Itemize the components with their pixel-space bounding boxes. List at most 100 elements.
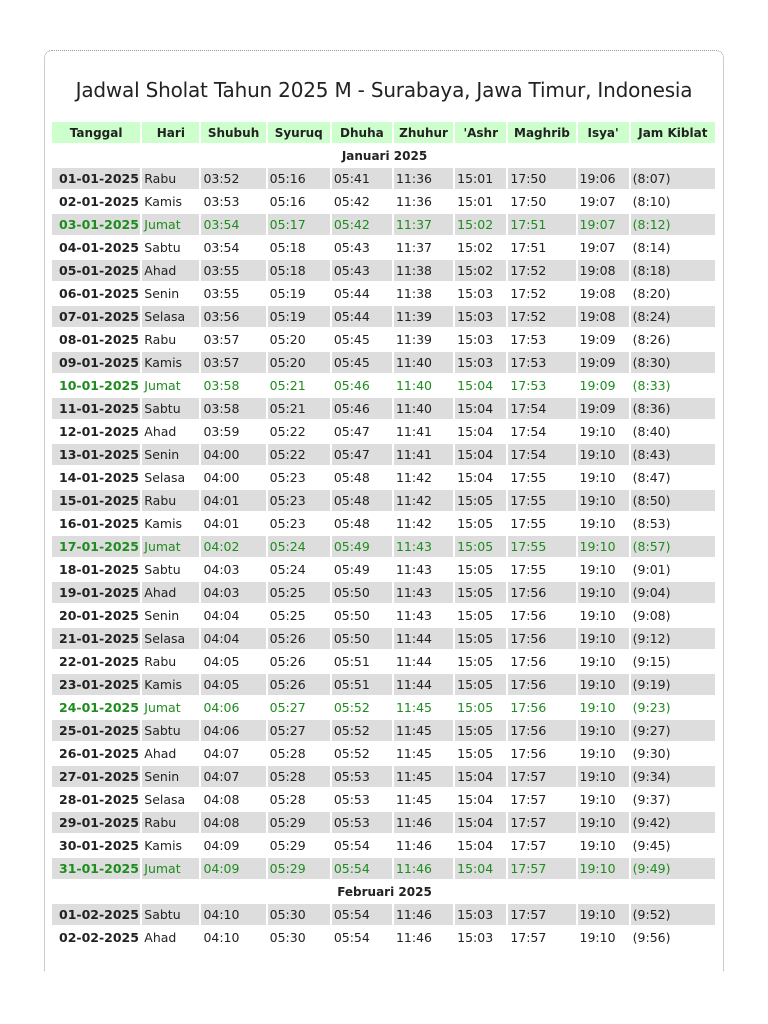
cell-maghrib: 17:50 <box>508 168 576 189</box>
table-row: 15-01-2025 Rabu 04:01 05:23 05:48 11:42 15:05 1… <box>52 490 715 511</box>
table-row: 05-01-2025 Ahad 03:55 05:18 05:43 11:38 15:02 1… <box>52 260 715 281</box>
cell-shubuh: 04:05 <box>203 654 240 669</box>
cell-jam-kiblat: (9:52) <box>630 904 715 925</box>
cell-maghrib: 17:51 <box>508 214 576 235</box>
cell-dhuha: 05:54 <box>333 930 370 945</box>
cell-jam-kiblat: (8:18) <box>630 260 715 281</box>
cell-shubuh: 04:08 <box>201 812 266 833</box>
cell-jam-kiblat: (9:45) <box>632 838 671 853</box>
cell-zhuhur: 11:46 <box>395 838 433 853</box>
cell-tanggal: 21-01-2025 <box>52 628 141 649</box>
cell-maghrib: 17:56 <box>510 608 547 623</box>
cell-isya: 19:07 <box>577 214 629 235</box>
cell-dhuha: 05:53 <box>333 792 370 807</box>
cell-ashr: 15:03 <box>455 306 507 327</box>
cell-zhuhur: 11:46 <box>393 812 454 833</box>
cell-ashr: 15:04 <box>455 766 507 787</box>
cell-hari: Ahad <box>144 930 177 945</box>
cell-hari: Rabu <box>142 812 200 833</box>
cell-isya: 19:09 <box>577 398 629 419</box>
table-header-row: Tanggal Hari Shubuh Syuruq Dhuha Zhuhur 'Ashr M… <box>52 122 715 143</box>
cell-maghrib: 17:55 <box>510 562 547 577</box>
cell-dhuha: 05:45 <box>331 352 392 373</box>
cell-hari: Jumat <box>144 700 181 715</box>
cell-tanggal: 12-01-2025 <box>59 424 139 439</box>
cell-tanggal: 29-01-2025 <box>52 812 141 833</box>
cell-maghrib: 17:55 <box>510 470 547 485</box>
cell-jam-kiblat: (9:04) <box>630 582 715 603</box>
cell-hari: Senin <box>142 766 200 787</box>
cell-tanggal: 02-01-2025 <box>59 194 139 209</box>
table-row: 11-01-2025 Sabtu 03:58 05:21 05:46 11:40 15:04… <box>52 398 715 419</box>
cell-syuruq: 05:29 <box>267 858 330 879</box>
cell-syuruq: 05:23 <box>269 516 306 531</box>
cell-syuruq: 05:20 <box>267 352 330 373</box>
cell-dhuha: 05:47 <box>331 444 392 465</box>
cell-shubuh: 04:01 <box>203 516 240 531</box>
cell-jam-kiblat: (9:01) <box>632 562 671 577</box>
cell-jam-kiblat: (8:24) <box>630 306 715 327</box>
cell-isya: 19:08 <box>579 286 616 301</box>
cell-ashr: 15:05 <box>457 516 494 531</box>
cell-tanggal: 13-01-2025 <box>52 444 141 465</box>
cell-shubuh: 04:06 <box>203 700 240 715</box>
cell-zhuhur: 11:45 <box>395 700 433 715</box>
cell-hari: Jumat <box>142 536 200 557</box>
table-row: 14-01-2025 Selasa 04:00 05:23 05:48 11:42 15:0… <box>52 467 715 488</box>
cell-hari: Kamis <box>144 194 183 209</box>
cell-hari: Jumat <box>144 378 181 393</box>
cell-zhuhur: 11:43 <box>393 582 454 603</box>
cell-ashr: 15:02 <box>455 260 507 281</box>
table-row: 02-02-2025 Ahad 04:10 05:30 05:54 11:46 15:03 1… <box>52 927 715 948</box>
cell-shubuh: 04:02 <box>201 536 266 557</box>
cell-shubuh: 03:53 <box>203 194 240 209</box>
cell-zhuhur: 11:37 <box>395 240 433 255</box>
cell-syuruq: 05:18 <box>267 260 330 281</box>
cell-tanggal: 19-01-2025 <box>52 582 141 603</box>
cell-syuruq: 05:21 <box>267 398 330 419</box>
cell-tanggal: 16-01-2025 <box>59 516 139 531</box>
cell-tanggal: 01-02-2025 <box>52 904 141 925</box>
table-row: 24-01-2025 Jumat 04:06 05:27 05:52 11:45 15:05… <box>52 697 715 718</box>
cell-maghrib: 17:56 <box>508 674 576 695</box>
cell-ashr: 15:03 <box>457 286 494 301</box>
cell-isya: 19:10 <box>579 792 616 807</box>
cell-zhuhur: 11:44 <box>395 654 433 669</box>
cell-syuruq: 05:26 <box>269 654 306 669</box>
cell-tanggal: 07-01-2025 <box>52 306 141 327</box>
cell-tanggal: 20-01-2025 <box>59 608 139 623</box>
cell-jam-kiblat: (8:33) <box>632 378 671 393</box>
cell-syuruq: 05:29 <box>267 812 330 833</box>
table-row: 27-01-2025 Senin 04:07 05:28 05:53 11:45 15:04… <box>52 766 715 787</box>
cell-ashr: 15:03 <box>455 904 507 925</box>
cell-shubuh: 04:00 <box>203 470 240 485</box>
cell-isya: 19:10 <box>577 858 629 879</box>
prayer-schedule-table: Tanggal Hari Shubuh Syuruq Dhuha Zhuhur 'Ashr M… <box>50 120 717 950</box>
cell-zhuhur: 11:46 <box>393 904 454 925</box>
cell-syuruq: 05:27 <box>269 700 306 715</box>
cell-dhuha: 05:53 <box>331 812 392 833</box>
cell-zhuhur: 11:46 <box>393 858 454 879</box>
table-row: 02-01-2025 Kamis 03:53 05:16 05:42 11:36 15:01… <box>52 191 715 212</box>
table-row: 17-01-2025 Jumat 04:02 05:24 05:49 11:43 15:05… <box>52 536 715 557</box>
cell-ashr: 15:03 <box>457 332 494 347</box>
cell-hari: Sabtu <box>142 398 200 419</box>
table-row: 26-01-2025 Ahad 04:07 05:28 05:52 11:45 15:05 1… <box>52 743 715 764</box>
cell-dhuha: 05:46 <box>331 398 392 419</box>
cell-zhuhur: 11:36 <box>393 168 454 189</box>
cell-maghrib: 17:55 <box>508 536 576 557</box>
cell-dhuha: 05:54 <box>331 904 392 925</box>
column-header: Hari <box>142 122 200 143</box>
cell-ashr: 15:05 <box>455 674 507 695</box>
cell-dhuha: 05:50 <box>331 628 392 649</box>
cell-ashr: 15:05 <box>455 628 507 649</box>
cell-zhuhur: 11:46 <box>395 930 433 945</box>
cell-zhuhur: 11:41 <box>395 424 433 439</box>
cell-isya: 19:10 <box>577 720 629 741</box>
cell-zhuhur: 11:44 <box>393 628 454 649</box>
cell-maghrib: 17:57 <box>508 766 576 787</box>
cell-jam-kiblat: (8:07) <box>630 168 715 189</box>
cell-zhuhur: 11:36 <box>395 194 433 209</box>
cell-ashr: 15:02 <box>457 240 494 255</box>
cell-hari: Kamis <box>142 352 200 373</box>
